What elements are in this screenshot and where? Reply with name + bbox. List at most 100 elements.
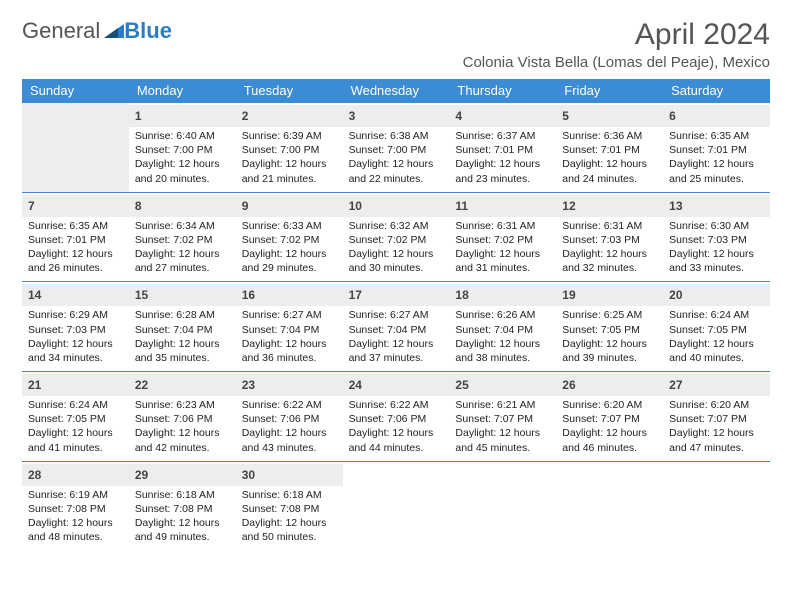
day-cell: 27 Sunrise: 6:20 AMSunset: 7:07 PMDayligh… (663, 371, 770, 461)
day-number: 22 (135, 378, 148, 392)
day-number: 5 (562, 109, 569, 123)
day-cell: 25 Sunrise: 6:21 AMSunset: 7:07 PMDayligh… (449, 371, 556, 461)
day-cell: 3Sunrise: 6:38 AMSunset: 7:00 PMDaylight… (343, 102, 450, 192)
logo-text-1: General (22, 18, 100, 44)
day-number: 29 (135, 468, 148, 482)
day-cell: 29Sunrise: 6:18 AMSunset: 7:08 PMDayligh… (129, 461, 236, 551)
day-info: Sunrise: 6:35 AMSunset: 7:01 PMDaylight:… (28, 219, 123, 276)
day-number: 4 (455, 109, 462, 123)
day-number: 9 (242, 199, 249, 213)
day-info: Sunrise: 6:33 AMSunset: 7:02 PMDaylight:… (242, 219, 337, 276)
daynum-row: 4 (449, 105, 556, 127)
day-info: Sunrise: 6:20 AMSunset: 7:07 PMDaylight:… (669, 398, 764, 455)
weekday-header: Sunday (22, 79, 129, 102)
weekday-header: Friday (556, 79, 663, 102)
daynum-row: 20 (663, 284, 770, 306)
location: Colonia Vista Bella (Lomas del Peaje), M… (463, 54, 770, 71)
day-number: 11 (455, 199, 468, 213)
day-cell: 2Sunrise: 6:39 AMSunset: 7:00 PMDaylight… (236, 102, 343, 192)
day-cell: 13Sunrise: 6:30 AMSunset: 7:03 PMDayligh… (663, 192, 770, 282)
day-number: 3 (349, 109, 356, 123)
day-cell: 21 Sunrise: 6:24 AMSunset: 7:05 PMDayligh… (22, 371, 129, 461)
daynum-row: 11 (449, 195, 556, 217)
logo-triangle-icon (104, 18, 124, 44)
day-info: Sunrise: 6:20 AMSunset: 7:07 PMDaylight:… (562, 398, 657, 455)
day-cell: 30 Sunrise: 6:18 AMSunset: 7:08 PMDayligh… (236, 461, 343, 551)
day-info: Sunrise: 6:19 AMSunset: 7:08 PMDaylight:… (28, 488, 123, 545)
daynum-row: 15 (129, 284, 236, 306)
daynum-row: 3 (343, 105, 450, 127)
daynum-row: 22 (129, 374, 236, 396)
weekday-header: Saturday (663, 79, 770, 102)
day-number: 1 (135, 109, 142, 123)
daynum-row: 24 (343, 374, 450, 396)
day-number: 25 (455, 378, 468, 392)
day-cell: 16 Sunrise: 6:27 AMSunset: 7:04 PMDayligh… (236, 281, 343, 371)
logo-text-2: Blue (124, 18, 172, 44)
daynum-row: 8 (129, 195, 236, 217)
daynum-row: 28 (22, 464, 129, 486)
day-cell: 6 Sunrise: 6:35 AMSunset: 7:01 PMDaylight… (663, 102, 770, 192)
day-number: 16 (242, 288, 255, 302)
weekday-header: Tuesday (236, 79, 343, 102)
day-cell: 12 Sunrise: 6:31 AMSunset: 7:03 PMDayligh… (556, 192, 663, 282)
daynum-row: 26 (556, 374, 663, 396)
day-info: Sunrise: 6:31 AMSunset: 7:03 PMDaylight:… (562, 219, 657, 276)
day-number: 12 (562, 199, 575, 213)
trailing-blank-cell (663, 461, 770, 551)
day-number: 21 (28, 378, 41, 392)
day-cell: 26Sunrise: 6:20 AMSunset: 7:07 PMDayligh… (556, 371, 663, 461)
day-number: 27 (669, 378, 682, 392)
day-number: 6 (669, 109, 676, 123)
day-info: Sunrise: 6:34 AMSunset: 7:02 PMDaylight:… (135, 219, 230, 276)
day-cell: 28 Sunrise: 6:19 AMSunset: 7:08 PMDayligh… (22, 461, 129, 551)
day-number: 20 (669, 288, 682, 302)
day-cell: 9 Sunrise: 6:33 AMSunset: 7:02 PMDaylight… (236, 192, 343, 282)
day-cell: 18Sunrise: 6:26 AMSunset: 7:04 PMDayligh… (449, 281, 556, 371)
day-cell: 7 Sunrise: 6:35 AMSunset: 7:01 PMDaylight… (22, 192, 129, 282)
weekday-header: Monday (129, 79, 236, 102)
title-block: April 2024 Colonia Vista Bella (Lomas de… (463, 18, 770, 71)
daynum-row: 10 (343, 195, 450, 217)
day-number: 30 (242, 468, 255, 482)
trailing-blank-cell (556, 461, 663, 551)
blank-cell (22, 102, 129, 192)
day-number: 28 (28, 468, 41, 482)
day-cell: 10 Sunrise: 6:32 AMSunset: 7:02 PMDayligh… (343, 192, 450, 282)
day-number: 8 (135, 199, 142, 213)
day-cell: 14Sunrise: 6:29 AMSunset: 7:03 PMDayligh… (22, 281, 129, 371)
day-number: 15 (135, 288, 148, 302)
header: General Blue April 2024 Colonia Vista Be… (22, 18, 770, 71)
daynum-row: 1 (129, 105, 236, 127)
day-info: Sunrise: 6:18 AMSunset: 7:08 PMDaylight:… (242, 488, 337, 545)
daynum-row: 21 (22, 374, 129, 396)
day-info: Sunrise: 6:31 AMSunset: 7:02 PMDaylight:… (455, 219, 550, 276)
day-info: Sunrise: 6:32 AMSunset: 7:02 PMDaylight:… (349, 219, 444, 276)
daynum-row: 17 (343, 284, 450, 306)
daynum-row: 5 (556, 105, 663, 127)
day-info: Sunrise: 6:27 AMSunset: 7:04 PMDaylight:… (242, 308, 337, 365)
day-number: 7 (28, 199, 35, 213)
day-cell: 23Sunrise: 6:22 AMSunset: 7:06 PMDayligh… (236, 371, 343, 461)
day-number: 10 (349, 199, 362, 213)
day-number: 14 (28, 288, 41, 302)
day-info: Sunrise: 6:35 AMSunset: 7:01 PMDaylight:… (669, 129, 764, 186)
day-info: Sunrise: 6:24 AMSunset: 7:05 PMDaylight:… (28, 398, 123, 455)
day-info: Sunrise: 6:25 AMSunset: 7:05 PMDaylight:… (562, 308, 657, 365)
day-info: Sunrise: 6:21 AMSunset: 7:07 PMDaylight:… (455, 398, 550, 455)
day-info: Sunrise: 6:40 AMSunset: 7:00 PMDaylight:… (135, 129, 230, 186)
weekday-header: Wednesday (343, 79, 450, 102)
day-cell: 4 Sunrise: 6:37 AMSunset: 7:01 PMDaylight… (449, 102, 556, 192)
daynum-row: 30 (236, 464, 343, 486)
day-cell: 15Sunrise: 6:28 AMSunset: 7:04 PMDayligh… (129, 281, 236, 371)
daynum-row: 29 (129, 464, 236, 486)
daynum-row: 14 (22, 284, 129, 306)
daynum-row: 23 (236, 374, 343, 396)
day-number: 13 (669, 199, 682, 213)
day-info: Sunrise: 6:37 AMSunset: 7:01 PMDaylight:… (455, 129, 550, 186)
day-number: 17 (349, 288, 362, 302)
day-number: 24 (349, 378, 362, 392)
daynum-row: 18 (449, 284, 556, 306)
day-number: 18 (455, 288, 468, 302)
trailing-blank-cell (343, 461, 450, 551)
